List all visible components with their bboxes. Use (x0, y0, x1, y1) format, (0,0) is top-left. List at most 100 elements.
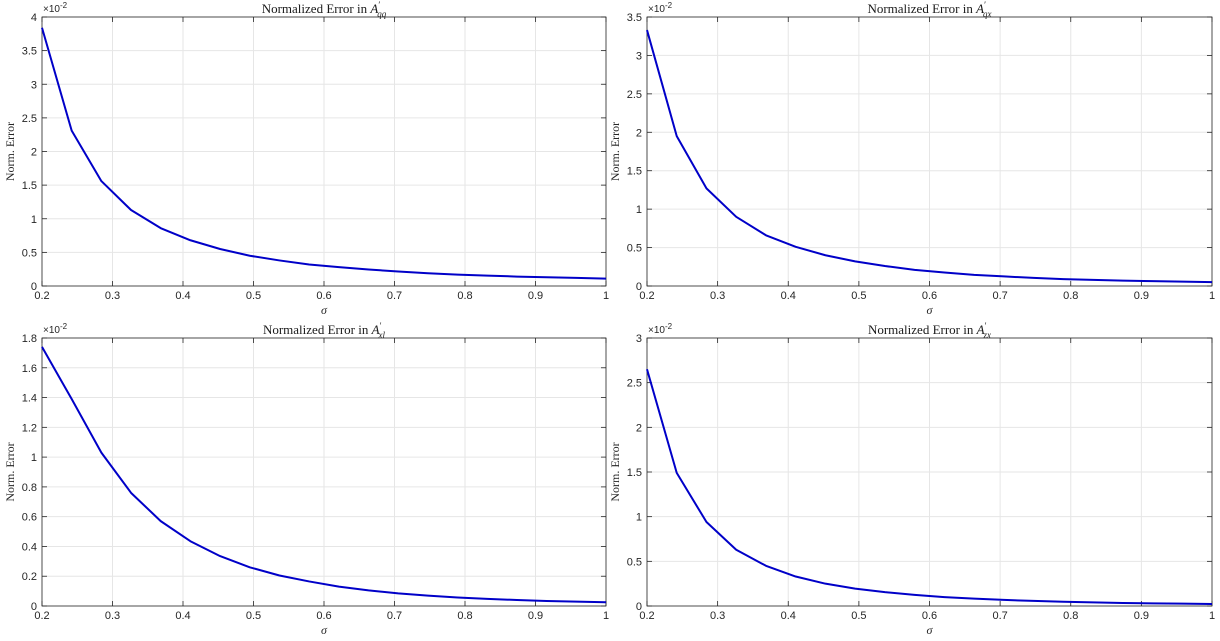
x-tick-label: 0.5 (246, 610, 261, 622)
y-tick-label: 0.6 (22, 512, 37, 524)
y-exponent-label: ×10-2 (648, 1, 673, 15)
x-tick-label: 0.4 (781, 610, 796, 622)
x-tick-label: 0.9 (1134, 610, 1149, 622)
y-axis-label: Norm. Error (3, 442, 17, 501)
y-exponent-label: ×10-2 (648, 322, 673, 336)
y-tick-label: 0.2 (22, 571, 37, 583)
chart-title-prime: ′ (380, 321, 382, 331)
chart-panel-1: 0.2 0.3 0.4 0.5 0.6 0.7 0.8 0.9 1 0 0.5 1 1.5 2 2.5 3 3.… (3, 0, 609, 317)
x-tick-label: 0.7 (992, 610, 1007, 622)
y-tick-label: 3.5 (22, 46, 37, 58)
y-tick-label: 0 (31, 281, 37, 293)
x-tick-label: 0.2 (639, 610, 654, 622)
series-line (646, 368, 1213, 605)
y-tick-label: 1 (31, 452, 37, 464)
chart-title-symbol: A (975, 1, 984, 16)
y-tick-label: 1.4 (22, 393, 37, 405)
x-tick-label: 0.2 (34, 290, 49, 302)
chart-panel-2: 0.2 0.3 0.4 0.5 0.6 0.7 0.8 0.9 1 0 0.5 1 1.5 2 2.5 3 3.… (608, 0, 1215, 317)
series-line (41, 346, 607, 604)
chart-title-subscript: xl (378, 330, 386, 340)
y-tick-label: 1 (636, 204, 642, 216)
y-tick-label: 2.5 (627, 89, 642, 101)
x-tick-label: 0.3 (710, 610, 725, 622)
y-tick-label: 0.4 (22, 541, 37, 553)
chart-title-prime: ′ (378, 0, 380, 10)
y-tick-label: 1.5 (627, 467, 642, 479)
x-tick-label: 0.5 (851, 290, 866, 302)
y-tick-label: 0 (31, 601, 37, 613)
y-tick-label: 2.5 (627, 378, 642, 390)
x-tick-label: 0.9 (1134, 290, 1149, 302)
x-axis-label: σ (927, 303, 934, 317)
y-tick-label: 1.2 (22, 422, 37, 434)
y-exponent-power: -2 (60, 1, 68, 10)
y-tick-label: 1.5 (627, 166, 642, 178)
x-tick-label: 0.8 (1063, 610, 1078, 622)
y-tick-label: 3 (636, 333, 642, 345)
y-tick-label: 1.5 (22, 180, 37, 192)
y-tick-label: 0.5 (627, 243, 642, 255)
x-tick-label: 0.9 (528, 610, 543, 622)
x-tick-label: 0.5 (851, 610, 866, 622)
y-exponent-label: ×10-2 (43, 322, 68, 336)
chart-title-symbol: A (369, 1, 378, 16)
series-line (646, 29, 1213, 284)
y-exponent-power: -2 (665, 1, 673, 10)
chart-title-prime: ′ (985, 321, 987, 331)
y-tick-label: 1.6 (22, 363, 37, 375)
x-tick-label: 1 (1209, 290, 1215, 302)
chart-title: Normalized Error in A′ qx (867, 0, 991, 19)
x-tick-label: 0.4 (175, 610, 190, 622)
y-tick-label: 0 (636, 281, 642, 293)
y-tick-label: 0 (636, 601, 642, 613)
y-tick-label: 3 (31, 79, 37, 91)
y-tick-label: 3.5 (627, 12, 642, 24)
y-axis-label: Norm. Error (608, 442, 622, 501)
y-exponent-label: ×10-2 (43, 1, 68, 15)
x-tick-label: 0.6 (922, 290, 937, 302)
x-tick-label: 0.2 (639, 290, 654, 302)
y-tick-label: 1 (31, 214, 37, 226)
x-tick-label: 0.9 (528, 290, 543, 302)
chart-title-subscript: qq (377, 9, 387, 19)
y-tick-label: 3 (636, 50, 642, 62)
chart-title-prime: ′ (984, 0, 986, 10)
x-tick-label: 0.6 (316, 610, 331, 622)
y-tick-label: 1 (636, 512, 642, 524)
y-tick-label: 2.5 (22, 113, 37, 125)
y-tick-label: 0.5 (627, 556, 642, 568)
x-tick-label: 0.7 (992, 290, 1007, 302)
x-tick-label: 1 (603, 610, 609, 622)
series-line (41, 27, 607, 280)
x-axis-label: σ (927, 623, 934, 637)
x-tick-label: 0.6 (922, 610, 937, 622)
chart-panel-4: 0.2 0.3 0.4 0.5 0.6 0.7 0.8 0.9 1 0 0.5 1 1.5 2 2.5 3 ×1… (608, 321, 1215, 637)
x-tick-label: 0.4 (175, 290, 190, 302)
x-tick-label: 0.6 (316, 290, 331, 302)
chart-panel-3: 0.2 0.3 0.4 0.5 0.6 0.7 0.8 0.9 100.20.40.60.811… (3, 321, 609, 637)
x-tick-label: 0.2 (34, 610, 49, 622)
y-tick-label: 2 (31, 147, 37, 159)
chart-title-subscript: qx (983, 9, 992, 19)
y-exponent-power: -2 (60, 322, 68, 331)
x-tick-label: 1 (1209, 610, 1215, 622)
x-tick-label: 0.8 (457, 290, 472, 302)
y-tick-label: 1.8 (22, 333, 37, 345)
x-axis-label: σ (321, 623, 328, 637)
y-exponent-power: -2 (665, 322, 673, 331)
x-tick-label: 0.4 (781, 290, 796, 302)
chart-title-subscript: zx (983, 330, 992, 340)
y-tick-label: 2 (636, 422, 642, 434)
y-tick-label: 4 (31, 12, 37, 24)
chart-title-symbol: A (371, 322, 380, 337)
chart-title-symbol: A (976, 322, 985, 337)
x-tick-label: 0.3 (710, 290, 725, 302)
x-axis-label: σ (321, 303, 328, 317)
x-tick-label: 0.7 (387, 290, 402, 302)
y-axis-label: Norm. Error (3, 122, 17, 181)
x-tick-label: 0.3 (105, 610, 120, 622)
y-tick-label: 0.5 (22, 247, 37, 259)
chart-title: Normalized Error in A′ zx (868, 321, 991, 340)
